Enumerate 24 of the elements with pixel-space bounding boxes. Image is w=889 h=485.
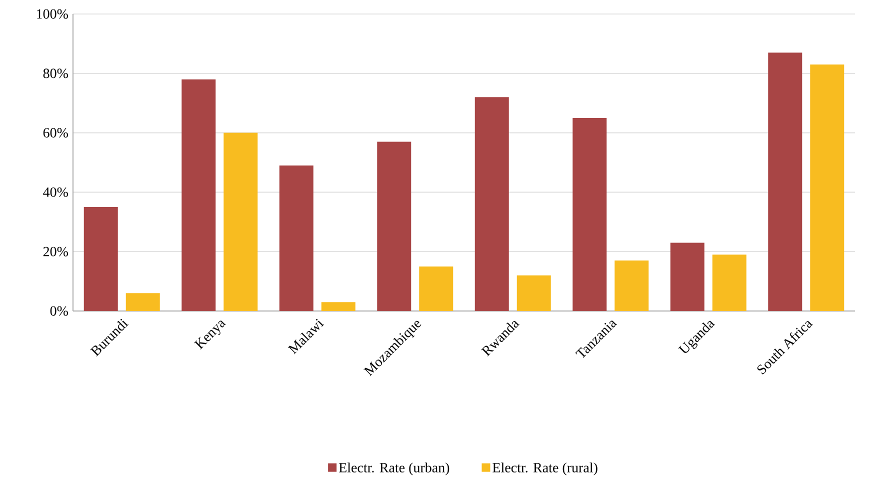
bar — [810, 64, 844, 311]
bar — [279, 165, 314, 311]
legend-label: Electr. Rate (urban) — [338, 462, 450, 476]
bar — [84, 207, 118, 311]
y-tick-label: 60% — [43, 128, 68, 138]
y-tick-label: 20% — [43, 246, 68, 256]
legend-label: Electr. Rate (rural) — [492, 462, 598, 476]
bar — [768, 52, 802, 311]
bar — [572, 118, 607, 311]
bar — [182, 79, 216, 311]
bar — [474, 97, 509, 311]
y-tick-label: 0% — [50, 306, 68, 316]
bar — [419, 266, 454, 311]
bar — [670, 242, 704, 311]
y-tick-label: 100% — [37, 9, 68, 19]
bar — [712, 254, 746, 311]
bar — [224, 132, 258, 311]
bar — [321, 302, 356, 311]
y-tick-label: 80% — [43, 68, 68, 78]
bar — [377, 142, 412, 311]
bar — [126, 293, 160, 311]
bar — [516, 275, 551, 311]
bar — [614, 260, 649, 311]
y-tick-label: 40% — [43, 187, 68, 197]
